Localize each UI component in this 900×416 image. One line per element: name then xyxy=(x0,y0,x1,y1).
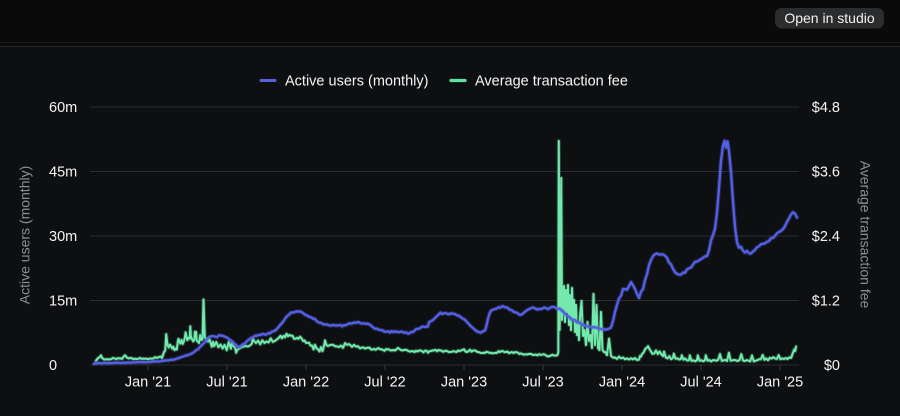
svg-text:Average transaction fee: Average transaction fee xyxy=(858,161,874,309)
svg-text:$3.6: $3.6 xyxy=(812,165,840,181)
svg-text:Active users (monthly): Active users (monthly) xyxy=(285,74,428,90)
svg-text:Jul '23: Jul '23 xyxy=(522,375,563,391)
svg-text:$0: $0 xyxy=(824,358,840,374)
svg-text:Active users (monthly): Active users (monthly) xyxy=(17,166,33,304)
svg-text:Jan '22: Jan '22 xyxy=(283,375,329,391)
svg-text:30m: 30m xyxy=(49,229,77,245)
svg-text:Jan '25: Jan '25 xyxy=(757,375,803,391)
svg-text:0: 0 xyxy=(49,358,57,374)
svg-text:Jul '22: Jul '22 xyxy=(364,375,405,391)
svg-text:45m: 45m xyxy=(49,165,77,181)
svg-text:$2.4: $2.4 xyxy=(812,229,840,245)
svg-text:15m: 15m xyxy=(49,294,77,310)
svg-text:Average transaction fee: Average transaction fee xyxy=(475,74,628,90)
svg-text:Jan '21: Jan '21 xyxy=(125,375,171,391)
svg-text:60m: 60m xyxy=(49,100,77,116)
svg-text:Jan '23: Jan '23 xyxy=(441,375,487,391)
svg-text:$4.8: $4.8 xyxy=(812,100,840,116)
svg-text:Open in studio: Open in studio xyxy=(784,10,874,26)
svg-text:$1.2: $1.2 xyxy=(812,294,840,310)
svg-text:Jul '21: Jul '21 xyxy=(206,375,247,391)
svg-text:Jan '24: Jan '24 xyxy=(599,375,645,391)
svg-text:Jul '24: Jul '24 xyxy=(680,375,721,391)
